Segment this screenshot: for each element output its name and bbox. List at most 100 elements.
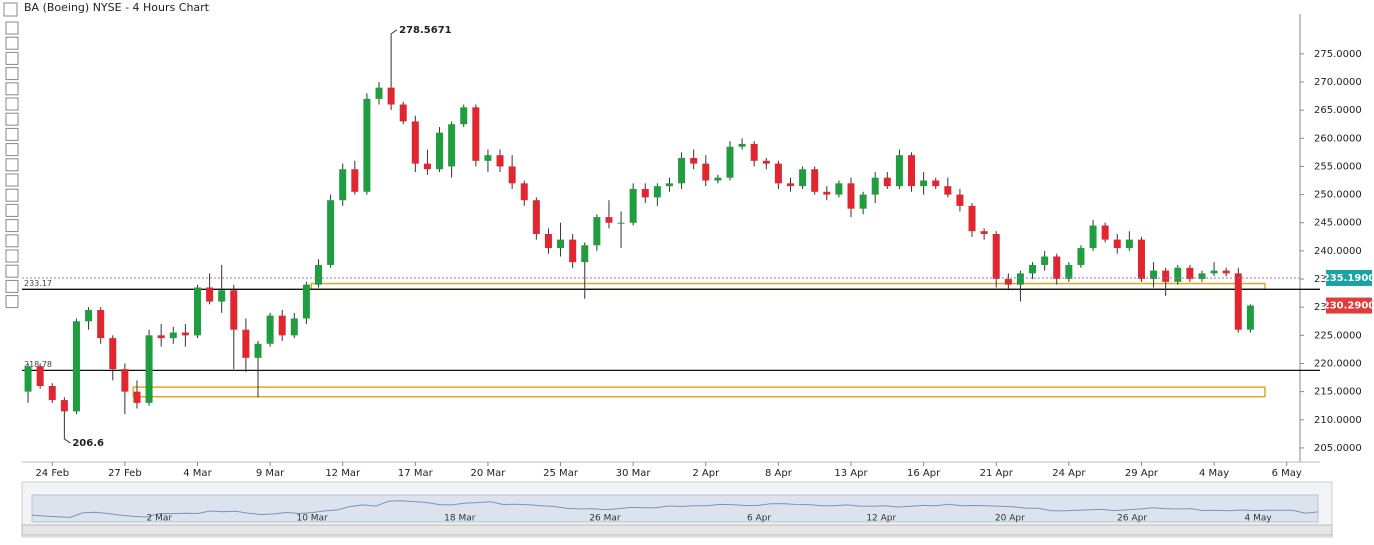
zone bbox=[132, 386, 1266, 398]
candle-body bbox=[980, 231, 988, 234]
zone bbox=[310, 282, 1266, 290]
candle-body bbox=[315, 264, 323, 285]
price-tag-label: 230.2900 bbox=[1323, 301, 1374, 312]
tool-icon[interactable] bbox=[5, 82, 19, 96]
candle-body bbox=[302, 284, 310, 319]
candle-body bbox=[1186, 267, 1194, 280]
candle-body bbox=[1234, 273, 1242, 330]
candle-body bbox=[738, 143, 746, 147]
candle-body bbox=[593, 217, 601, 246]
navigator-label: 20 Apr bbox=[995, 514, 1025, 524]
navigator-label: 4 May bbox=[1245, 514, 1273, 524]
x-tick-label: 24 Feb bbox=[35, 468, 69, 479]
tool-icon[interactable] bbox=[5, 36, 19, 50]
tool-icon[interactable] bbox=[5, 67, 19, 81]
candle-body bbox=[254, 343, 262, 358]
candle-body bbox=[1089, 225, 1097, 249]
navigator-label: 2 Mar bbox=[147, 514, 173, 524]
candle-body bbox=[436, 132, 444, 170]
tool-icon[interactable] bbox=[5, 219, 19, 233]
y-tick-label: 205.0000 bbox=[1314, 443, 1362, 454]
annotation: 206.6 bbox=[72, 438, 104, 449]
candle-body bbox=[375, 87, 383, 99]
candle-body bbox=[762, 160, 770, 164]
tool-icon[interactable] bbox=[5, 203, 19, 217]
candle-body bbox=[363, 98, 371, 192]
navigator-label: 12 Apr bbox=[866, 514, 896, 524]
scrollbar[interactable] bbox=[21, 524, 1333, 536]
candle-body bbox=[774, 163, 782, 184]
candle-body bbox=[678, 157, 686, 184]
candle-body bbox=[750, 143, 758, 161]
x-tick-label: 25 Mar bbox=[543, 468, 579, 479]
candle-body bbox=[85, 309, 93, 322]
candle-body bbox=[230, 290, 238, 330]
price-tag bbox=[1326, 297, 1372, 314]
candle-body bbox=[992, 233, 1000, 280]
candle-body bbox=[72, 321, 80, 412]
candle-body bbox=[629, 188, 637, 223]
candle-body bbox=[702, 163, 710, 181]
candle-body bbox=[665, 183, 673, 187]
tool-icon[interactable] bbox=[5, 97, 19, 111]
candle-body bbox=[1150, 270, 1158, 280]
tool-icon[interactable] bbox=[5, 279, 19, 293]
tool-icon[interactable] bbox=[5, 143, 19, 157]
tool-icon[interactable] bbox=[5, 51, 19, 65]
candle-body bbox=[823, 191, 831, 195]
candle-body bbox=[1113, 239, 1121, 249]
tool-icon[interactable] bbox=[5, 21, 19, 35]
candle-body bbox=[399, 104, 407, 122]
candle-body bbox=[714, 177, 722, 181]
candle-body bbox=[1222, 270, 1230, 274]
y-tick-label: 240.0000 bbox=[1314, 246, 1362, 257]
navigator-window[interactable] bbox=[31, 494, 1319, 523]
candle-body bbox=[1246, 305, 1254, 330]
candle-body bbox=[24, 366, 32, 392]
candle-body bbox=[1016, 273, 1024, 285]
candle-body bbox=[956, 194, 964, 206]
candle-body bbox=[169, 332, 177, 339]
tool-icon[interactable] bbox=[5, 234, 19, 248]
candle-body bbox=[690, 157, 698, 164]
candle-body bbox=[1137, 239, 1145, 280]
navigator-label: 10 Mar bbox=[296, 514, 328, 524]
candle-body bbox=[1004, 279, 1012, 285]
candle-body bbox=[1029, 264, 1037, 274]
navigator-label: 26 Mar bbox=[589, 514, 621, 524]
tool-icon[interactable] bbox=[5, 112, 19, 126]
candle-body bbox=[1125, 239, 1133, 249]
candle-body bbox=[48, 385, 56, 401]
tool-icon[interactable] bbox=[5, 173, 19, 187]
x-tick-label: 8 Apr bbox=[765, 468, 793, 479]
candle-body bbox=[532, 200, 540, 234]
y-tick-label: 270.0000 bbox=[1314, 77, 1362, 88]
tool-icon[interactable] bbox=[5, 158, 19, 172]
candle-body bbox=[339, 169, 347, 201]
candle-body bbox=[181, 332, 189, 336]
candle-body bbox=[472, 107, 480, 161]
annotation-leader bbox=[390, 29, 398, 35]
candle-body bbox=[847, 183, 855, 209]
y-tick-label: 210.0000 bbox=[1314, 415, 1362, 426]
tool-icon[interactable] bbox=[5, 127, 19, 141]
tool-icon[interactable] bbox=[3, 2, 18, 17]
candle-body bbox=[423, 163, 431, 170]
candle-body bbox=[871, 177, 879, 195]
tool-icon[interactable] bbox=[5, 249, 19, 263]
candle-body bbox=[133, 391, 141, 403]
candle-body bbox=[508, 166, 516, 184]
candle-body bbox=[206, 287, 214, 302]
y-tick-label: 225.0000 bbox=[1314, 330, 1362, 341]
candle-body bbox=[920, 180, 928, 187]
candle-body bbox=[581, 245, 589, 263]
toolbar bbox=[5, 21, 19, 309]
tool-icon[interactable] bbox=[5, 188, 19, 202]
tool-icon[interactable] bbox=[5, 295, 19, 309]
y-tick-label: 275.0000 bbox=[1314, 49, 1362, 60]
candle-body bbox=[799, 169, 807, 187]
tool-icon[interactable] bbox=[5, 264, 19, 278]
candle-body bbox=[726, 146, 734, 178]
candle-body bbox=[1210, 270, 1218, 274]
candle-body bbox=[242, 329, 250, 358]
